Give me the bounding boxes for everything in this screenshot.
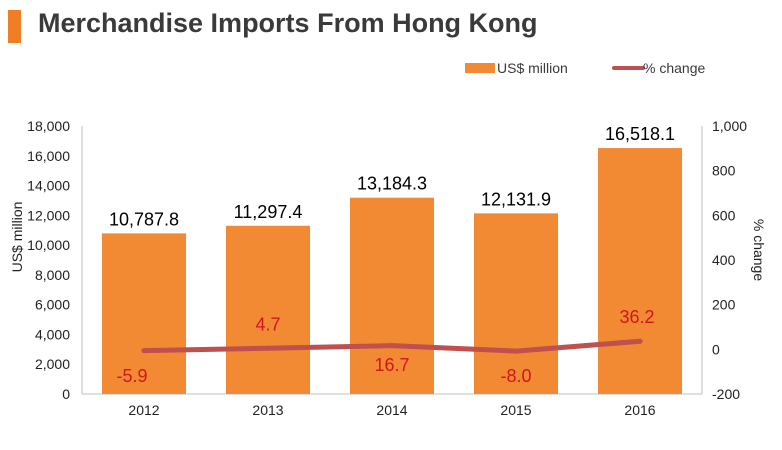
chart-title: Merchandise Imports From Hong Kong [38, 8, 538, 38]
y2-tick-label: -200 [712, 386, 740, 402]
bar [226, 225, 310, 394]
y2-axis-title: % change [751, 219, 767, 281]
y-tick-label: 16,000 [27, 148, 70, 164]
y-tick-label: 14,000 [27, 178, 70, 194]
title-accent-bar [8, 10, 21, 43]
x-tick-label: 2015 [500, 402, 531, 418]
line-point [265, 345, 271, 351]
pct-value-label: 4.7 [255, 314, 280, 334]
legend-bar-swatch [465, 63, 495, 73]
y2-tick-label: 200 [712, 297, 736, 313]
y-tick-label: 10,000 [27, 237, 70, 253]
y-axis-title: US$ million [9, 202, 25, 273]
x-tick-label: 2013 [252, 402, 283, 418]
pct-value-label: 36.2 [619, 307, 654, 327]
y2-tick-label: 0 [712, 341, 720, 357]
y-tick-label: 2,000 [35, 356, 70, 372]
line-point [513, 348, 519, 354]
y2-tick-label: 600 [712, 207, 736, 223]
y-tick-label: 0 [62, 386, 70, 402]
bar-value-label: 11,297.4 [234, 202, 303, 222]
bar [350, 197, 434, 394]
bar [102, 233, 186, 394]
y2-tick-label: 1,000 [712, 118, 747, 134]
line-point [141, 348, 147, 354]
x-tick-label: 2012 [128, 402, 159, 418]
y-tick-label: 6,000 [35, 297, 70, 313]
bar-value-label: 13,184.3 [357, 174, 427, 194]
bar-value-label: 12,131.9 [481, 189, 551, 209]
y-tick-label: 4,000 [35, 326, 70, 342]
x-tick-label: 2014 [376, 402, 407, 418]
y-tick-label: 12,000 [27, 207, 70, 223]
bar [598, 148, 682, 394]
y-tick-label: 8,000 [35, 267, 70, 283]
y2-tick-label: 400 [712, 252, 736, 268]
pct-value-label: -5.9 [116, 366, 147, 386]
x-tick-label: 2016 [624, 402, 655, 418]
pct-value-label: 16.7 [374, 355, 409, 375]
bar [474, 213, 558, 394]
line-point [637, 338, 643, 344]
line-point [389, 343, 395, 349]
bar-value-label: 16,518.1 [605, 124, 675, 144]
y-tick-label: 18,000 [27, 118, 70, 134]
legend-line-label: % change [643, 60, 705, 76]
legend: US$ million % change [465, 60, 705, 76]
legend-bar-label: US$ million [497, 60, 568, 76]
pct-value-label: -8.0 [500, 366, 531, 386]
y2-tick-label: 800 [712, 163, 736, 179]
bar-value-label: 10,787.8 [109, 209, 179, 229]
